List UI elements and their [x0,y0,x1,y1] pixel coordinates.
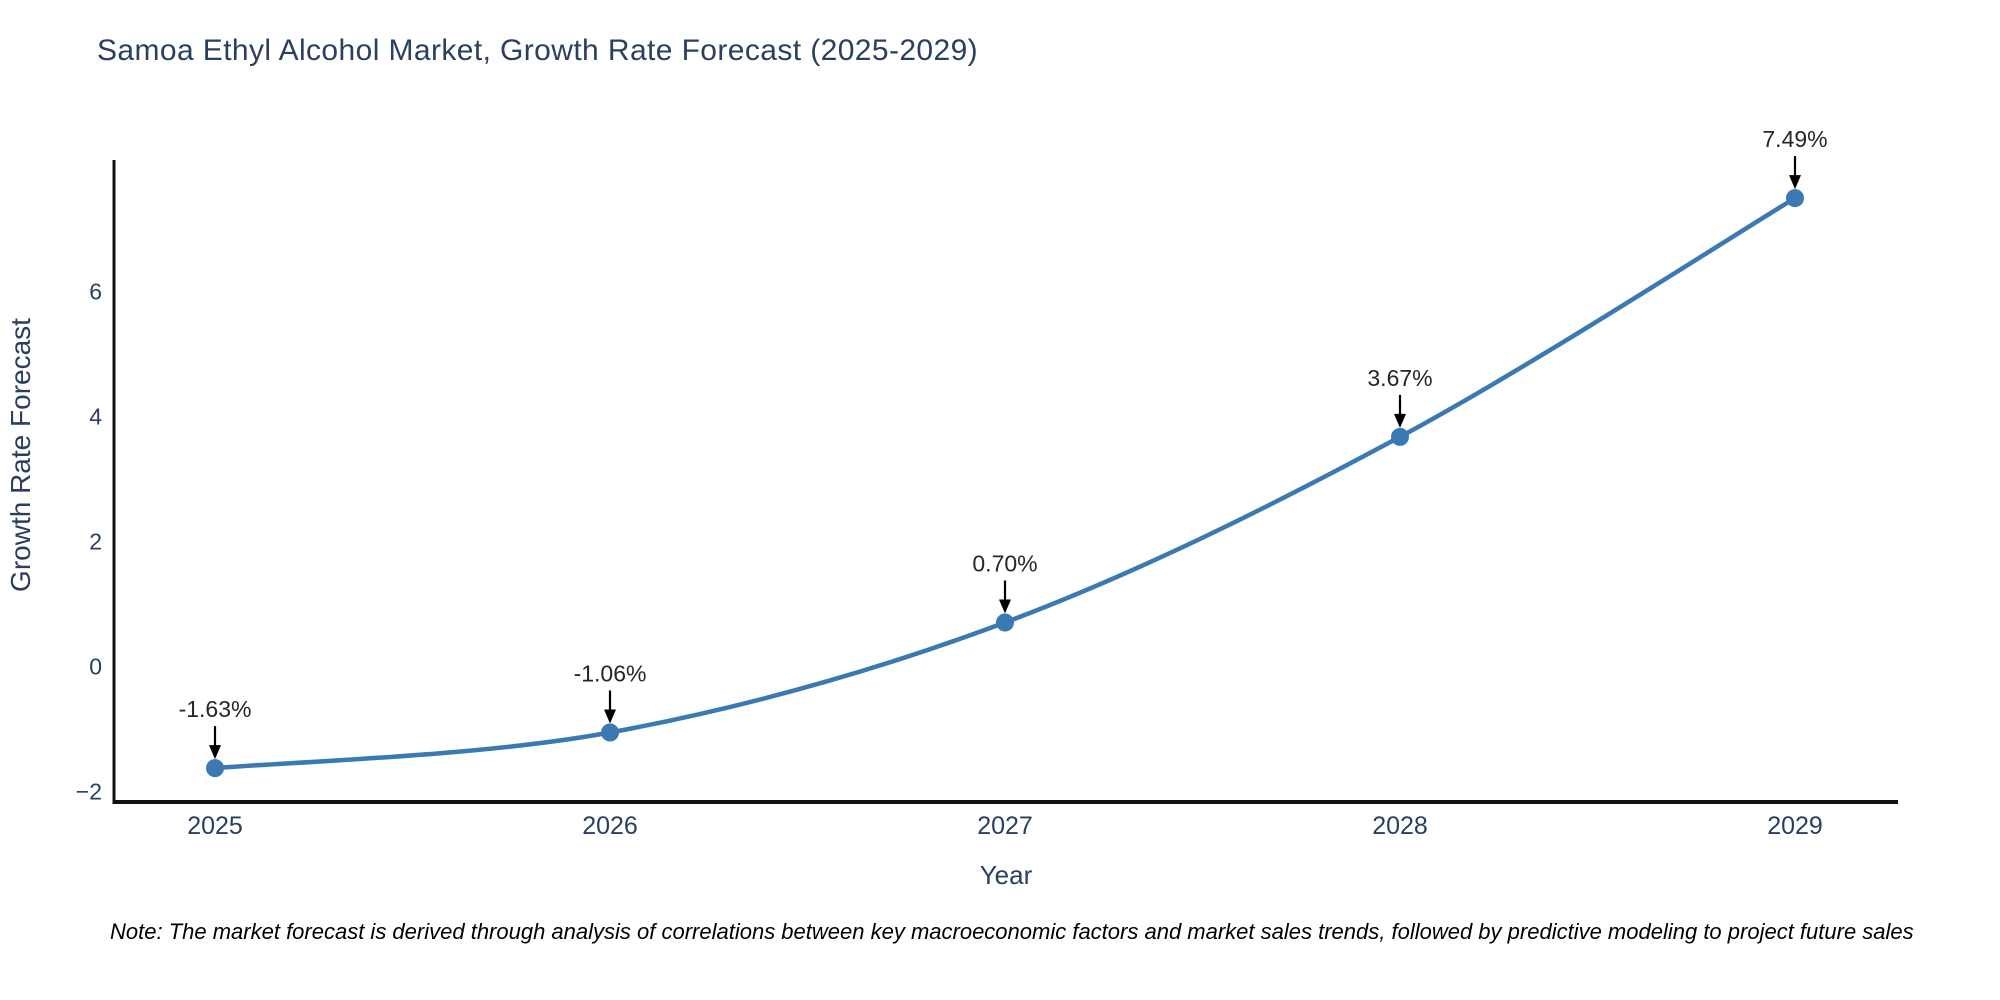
chart-title: Samoa Ethyl Alcohol Market, Growth Rate … [97,34,979,67]
y-tick-label: 2 [89,528,102,554]
annotations-group: -1.63% -1.06% 0.70% 3.67% 7.49% [179,126,1828,760]
data-point-marker[interactable] [1786,189,1804,208]
tick-labels-group: −2 0 2 4 6 2025 2026 2027 2028 2029 [76,278,1823,840]
annotation-arrowhead [999,599,1011,614]
x-tick-label: 2026 [582,812,638,840]
y-tick-label: −2 [76,778,102,804]
annotation-arrowhead [1394,413,1406,428]
data-point-marker[interactable] [601,723,619,742]
point-value-label: -1.06% [574,661,647,687]
x-tick-label: 2028 [1372,812,1428,840]
x-axis-title: Year [980,860,1033,890]
annotation-arrowhead [1789,175,1801,190]
x-tick-label: 2029 [1767,812,1823,840]
annotation-arrowhead [209,745,221,760]
data-point-marker[interactable] [206,759,224,778]
axes-group [112,160,1898,804]
forecast-line [212,195,1798,771]
line-series-group [206,189,1804,778]
x-tick-label: 2027 [977,812,1033,840]
data-point-marker[interactable] [996,613,1014,632]
point-value-label: 0.70% [972,551,1037,577]
annotation-arrowhead [604,709,616,724]
point-value-label: 3.67% [1367,365,1432,391]
x-tick-label: 2025 [187,812,243,840]
point-value-label: -1.63% [179,696,252,722]
footnote: Note: The market forecast is derived thr… [110,919,1914,944]
y-tick-label: 6 [89,278,102,304]
point-value-label: 7.49% [1762,126,1827,152]
y-axis-title: Growth Rate Forecast [5,318,36,592]
y-tick-label: 4 [89,403,102,429]
y-tick-label: 0 [89,653,102,679]
data-point-marker[interactable] [1391,427,1409,446]
